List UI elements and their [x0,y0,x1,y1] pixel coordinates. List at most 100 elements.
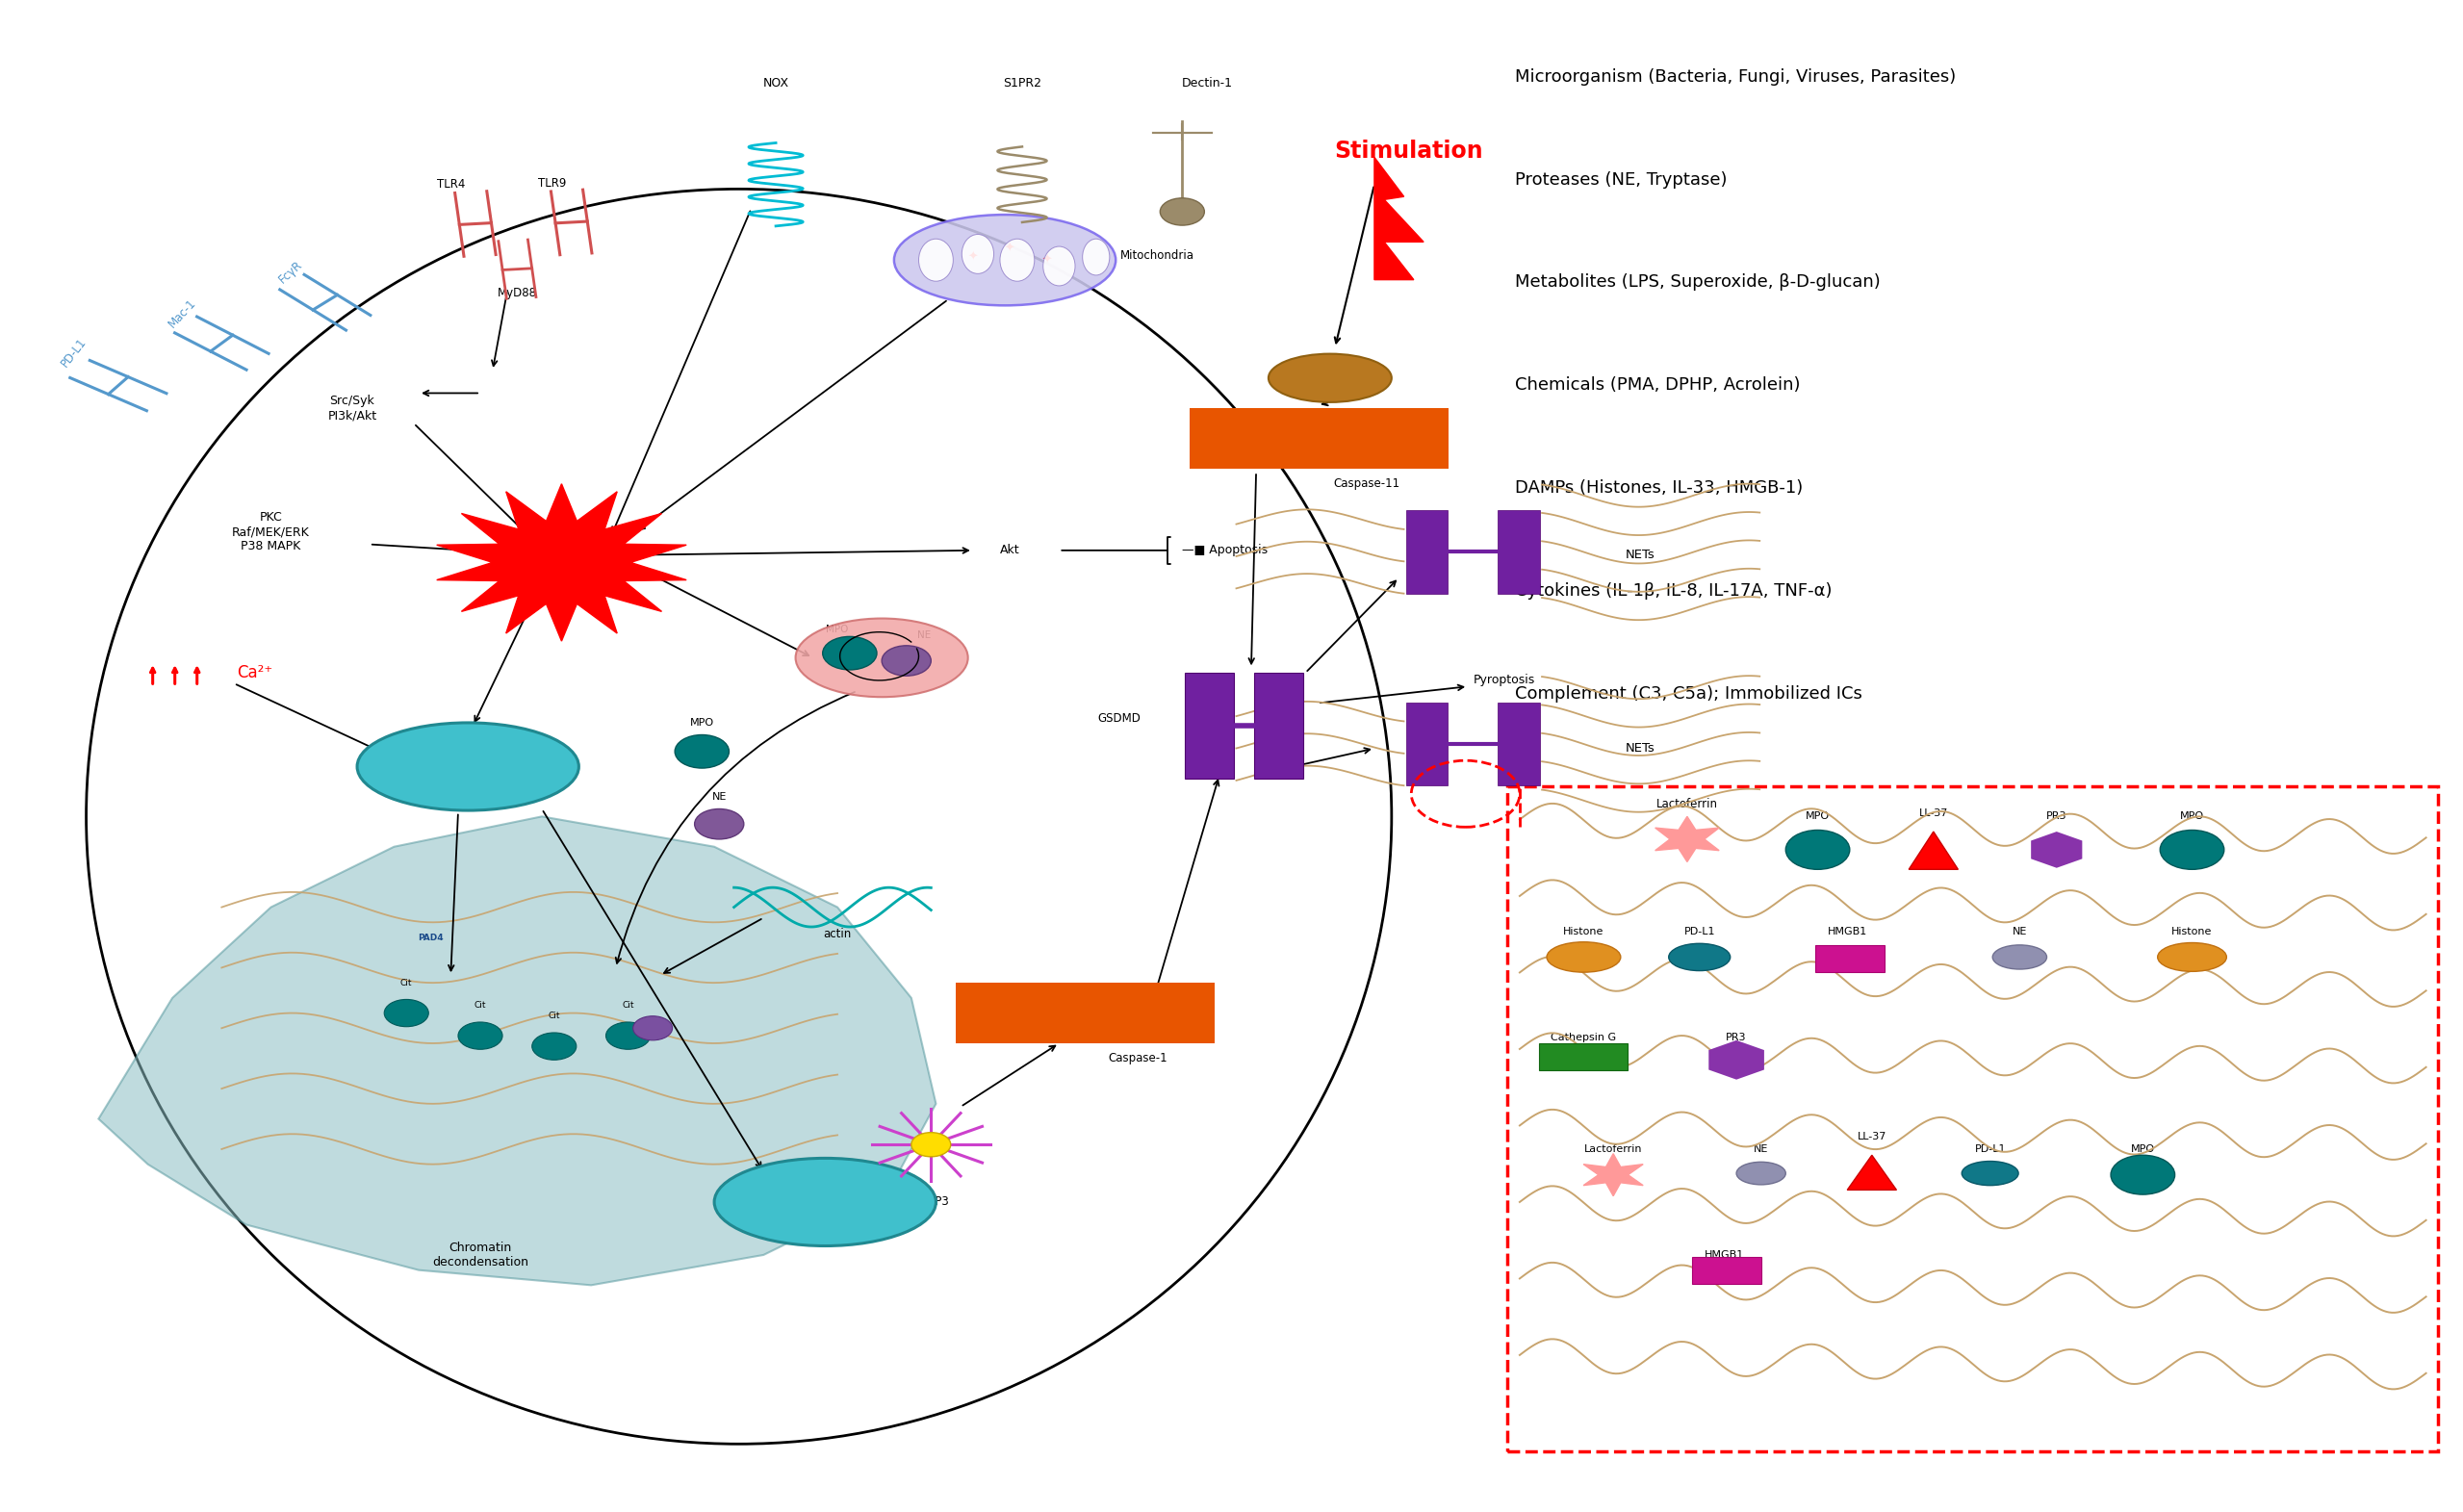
Text: Metabolites (LPS, Superoxide, β-D-glucan): Metabolites (LPS, Superoxide, β-D-glucan… [1515,274,1879,290]
Text: Mitochondria: Mitochondria [1121,249,1195,262]
Text: Complement (C3, C5a); Immobilized ICs: Complement (C3, C5a); Immobilized ICs [1515,685,1862,702]
Text: NOX: NOX [764,77,788,89]
Ellipse shape [1736,1161,1786,1185]
Text: Stimulation: Stimulation [1335,139,1483,163]
Polygon shape [436,484,687,641]
Text: Pyroptosis: Pyroptosis [1473,674,1534,686]
Text: LPS: LPS [1320,372,1340,384]
Text: PAD4: PAD4 [419,933,443,942]
Text: NETs: NETs [1626,549,1655,561]
Text: Caspase-1: Caspase-1 [1108,1052,1167,1064]
Text: DAMPs (Histones, IL-33, HMGB-1): DAMPs (Histones, IL-33, HMGB-1) [1515,479,1803,496]
Text: Cit: Cit [475,1001,485,1010]
Text: MPO: MPO [1805,812,1830,821]
Bar [1498,510,1539,594]
Bar [956,983,1214,1043]
Ellipse shape [1084,239,1111,275]
Ellipse shape [2158,943,2227,972]
Text: ✦: ✦ [968,251,978,263]
Text: GSDMD: GSDMD [1096,712,1140,724]
Text: NE: NE [712,792,727,801]
Polygon shape [2032,832,2081,868]
Polygon shape [1584,1154,1643,1196]
Ellipse shape [1547,942,1621,972]
Text: —■ Apoptosis: —■ Apoptosis [1182,544,1268,556]
Bar [1539,1043,1628,1070]
Bar [1692,1256,1761,1284]
Text: PD-L1: PD-L1 [59,336,89,369]
Text: PR3: PR3 [2047,812,2066,821]
Text: TLR9: TLR9 [537,177,566,189]
Circle shape [458,1022,502,1049]
Text: MPO: MPO [690,718,714,727]
Text: Dectin-1: Dectin-1 [1182,77,1232,89]
Ellipse shape [894,215,1116,305]
Text: S1PR2: S1PR2 [1002,77,1042,89]
Ellipse shape [1268,354,1392,402]
Text: HMGB1: HMGB1 [1704,1250,1744,1259]
Bar [1406,510,1448,594]
Text: Mac-1: Mac-1 [165,296,200,330]
Text: PD-L1: PD-L1 [1975,1145,2005,1154]
Text: Cit: Cit [549,1012,559,1021]
Text: NE: NE [1754,1145,1768,1154]
Circle shape [532,1033,576,1060]
Polygon shape [99,816,936,1285]
Ellipse shape [1670,943,1729,971]
Text: NLRP3: NLRP3 [914,1196,948,1208]
Text: Cytokines (IL-1β, IL-8, IL-17A, TNF-α): Cytokines (IL-1β, IL-8, IL-17A, TNF-α) [1515,582,1832,599]
Circle shape [606,1022,650,1049]
Text: Cit: Cit [401,978,411,987]
Text: NETs: NETs [1626,742,1655,754]
Ellipse shape [1963,1161,2020,1185]
Ellipse shape [357,723,579,810]
Polygon shape [1847,1155,1897,1190]
Polygon shape [1655,816,1719,862]
Bar [1190,408,1448,469]
Text: PD-L1: PD-L1 [1685,927,1714,936]
Bar [1406,702,1448,786]
Polygon shape [1709,1040,1764,1080]
Text: LL-37: LL-37 [1919,809,1948,818]
Text: TLR4: TLR4 [436,178,466,191]
Ellipse shape [714,1158,936,1246]
Text: Ca²⁺: Ca²⁺ [236,664,273,682]
Text: Histone: Histone [2172,927,2212,936]
Polygon shape [1374,157,1424,280]
Text: Akt: Akt [1000,544,1020,556]
Circle shape [675,735,729,768]
Circle shape [384,999,429,1027]
Text: Cathepsin G: Cathepsin G [1552,1033,1616,1042]
Text: LL-37: LL-37 [1857,1132,1887,1142]
Bar [1254,673,1303,779]
Text: Lactoferrin: Lactoferrin [1584,1145,1643,1154]
Text: Chemicals (PMA, DPHP, Acrolein): Chemicals (PMA, DPHP, Acrolein) [1515,376,1800,393]
Text: HMGB1: HMGB1 [1828,927,1867,936]
Text: ✦: ✦ [1042,254,1052,266]
Text: ROS: ROS [542,553,581,572]
Text: ✦: ✦ [1005,242,1015,254]
Ellipse shape [961,234,993,274]
Text: MPO: MPO [825,624,850,634]
Text: Activated platelets; Hypoxia; UUO et al.: Activated platelets; Hypoxia; UUO et al. [1515,788,1860,804]
Circle shape [2111,1155,2175,1194]
Text: actin: actin [823,928,852,940]
Ellipse shape [1000,239,1034,281]
Circle shape [633,1016,672,1040]
Text: PAD4: PAD4 [446,759,490,774]
Ellipse shape [919,239,953,281]
Ellipse shape [1044,246,1074,286]
Text: Proteases (NE, Tryptase): Proteases (NE, Tryptase) [1515,171,1727,187]
Text: Microorganism (Bacteria, Fungi, Viruses, Parasites): Microorganism (Bacteria, Fungi, Viruses,… [1515,68,1956,85]
Circle shape [1160,198,1204,225]
Circle shape [1786,830,1850,869]
Circle shape [882,646,931,676]
Bar [1507,786,2438,1452]
Circle shape [2160,830,2224,869]
Text: Caspase-11: Caspase-11 [1332,478,1401,490]
Text: FcγR: FcγR [276,259,305,286]
Text: Lactoferrin: Lactoferrin [1655,798,1719,810]
Text: PAD4: PAD4 [803,1194,847,1210]
Ellipse shape [1993,945,2047,969]
Text: MPO: MPO [2180,812,2204,821]
